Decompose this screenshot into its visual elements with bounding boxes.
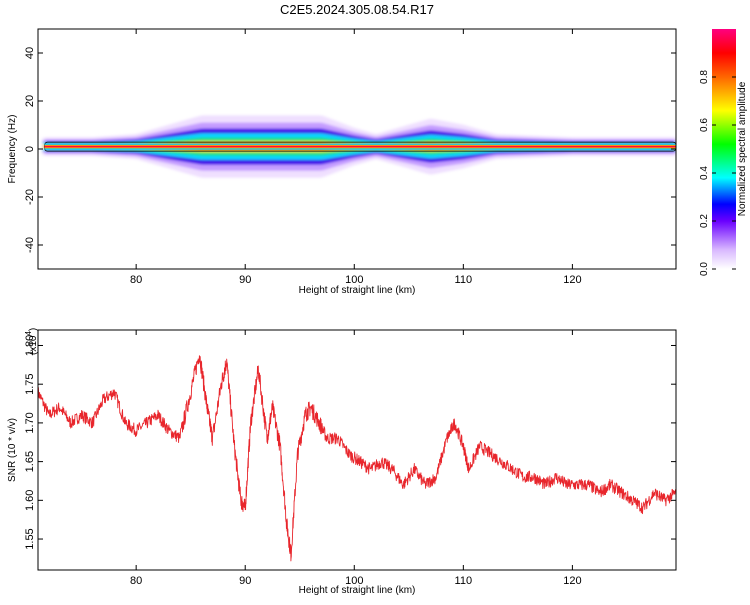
y-tick-label: 1.80 bbox=[24, 335, 36, 356]
x-tick-label: 110 bbox=[455, 274, 473, 286]
spectrogram-y-label: Frequency (Hz) bbox=[7, 115, 18, 184]
x-tick-label: 90 bbox=[239, 274, 251, 286]
y-tick-label: 1.70 bbox=[24, 412, 36, 433]
y-tick-label: 40 bbox=[24, 47, 36, 59]
x-tick-label: 90 bbox=[239, 575, 251, 587]
spectrogram-heatmap bbox=[43, 115, 676, 178]
snr-y-label: SNR (10 * v/v) bbox=[7, 418, 18, 482]
x-tick-label: 110 bbox=[455, 575, 473, 587]
snr-frame bbox=[37, 329, 677, 571]
snr-panel: (x104) 80 90 100 110 120 1.55 1.60 1.65 1.70 1.7… bbox=[7, 328, 677, 596]
snr-y-ticks: 1.55 1.60 1.65 1.70 1.75 1.80 bbox=[24, 335, 676, 550]
colorbar: 0.0 0.2 0.4 0.6 0.8 Normalized spectral ampl… bbox=[699, 29, 748, 276]
y-tick-label: 1.55 bbox=[24, 528, 36, 549]
x-tick-label: 80 bbox=[130, 575, 142, 587]
x-tick-label: 100 bbox=[345, 274, 363, 286]
snr-scale-suffix: ) bbox=[28, 328, 39, 331]
carrier-band-core bbox=[44, 145, 676, 148]
x-tick-label: 80 bbox=[130, 274, 142, 286]
y-tick-label: 20 bbox=[24, 95, 36, 107]
spectrogram-panel: 80 90 100 110 120 -40 -20 0 20 40 Height of stra… bbox=[7, 28, 677, 296]
colorbar-tick-label: 0.8 bbox=[699, 70, 710, 84]
colorbar-label: Normalized spectral amplitude bbox=[737, 81, 748, 216]
colorbar-ticks: 0.0 0.2 0.4 0.6 0.8 bbox=[699, 70, 736, 276]
snr-x-label: Height of straight line (km) bbox=[299, 585, 416, 596]
colorbar-tick-label: 0.0 bbox=[699, 262, 710, 276]
x-tick-label: 120 bbox=[563, 575, 581, 587]
chart-title: C2E5.2024.305.08.54.R17 bbox=[280, 2, 434, 17]
snr-scale-exponent: 4 bbox=[24, 331, 33, 336]
snr-scale-prefix: (x10 bbox=[28, 335, 39, 355]
colorbar-gradient bbox=[712, 29, 736, 269]
snr-series bbox=[38, 355, 676, 562]
snr-line bbox=[38, 355, 676, 562]
colorbar-tick-label: 0.2 bbox=[699, 214, 710, 228]
colorbar-tick-label: 0.6 bbox=[699, 118, 710, 132]
snr-x-ticks: 80 90 100 110 120 bbox=[130, 330, 582, 587]
x-tick-label: 120 bbox=[563, 274, 581, 286]
y-tick-label: 1.60 bbox=[24, 490, 36, 511]
snr-scale-label: (x104) bbox=[24, 328, 39, 355]
x-tick-label: 100 bbox=[345, 575, 363, 587]
y-tick-label: -20 bbox=[24, 189, 36, 205]
y-tick-label: 1.75 bbox=[24, 373, 36, 394]
spectrogram-x-ticks: 80 90 100 110 120 bbox=[130, 29, 582, 286]
y-tick-label: -40 bbox=[24, 237, 36, 253]
svg-text:(x104): (x104) bbox=[24, 328, 39, 355]
spectrogram-y-ticks: -40 -20 0 20 40 bbox=[24, 47, 676, 253]
spectrogram-x-label: Height of straight line (km) bbox=[299, 285, 416, 296]
y-tick-label: 0 bbox=[24, 146, 36, 152]
colorbar-tick-label: 0.4 bbox=[699, 166, 710, 180]
y-tick-label: 1.65 bbox=[24, 451, 36, 472]
